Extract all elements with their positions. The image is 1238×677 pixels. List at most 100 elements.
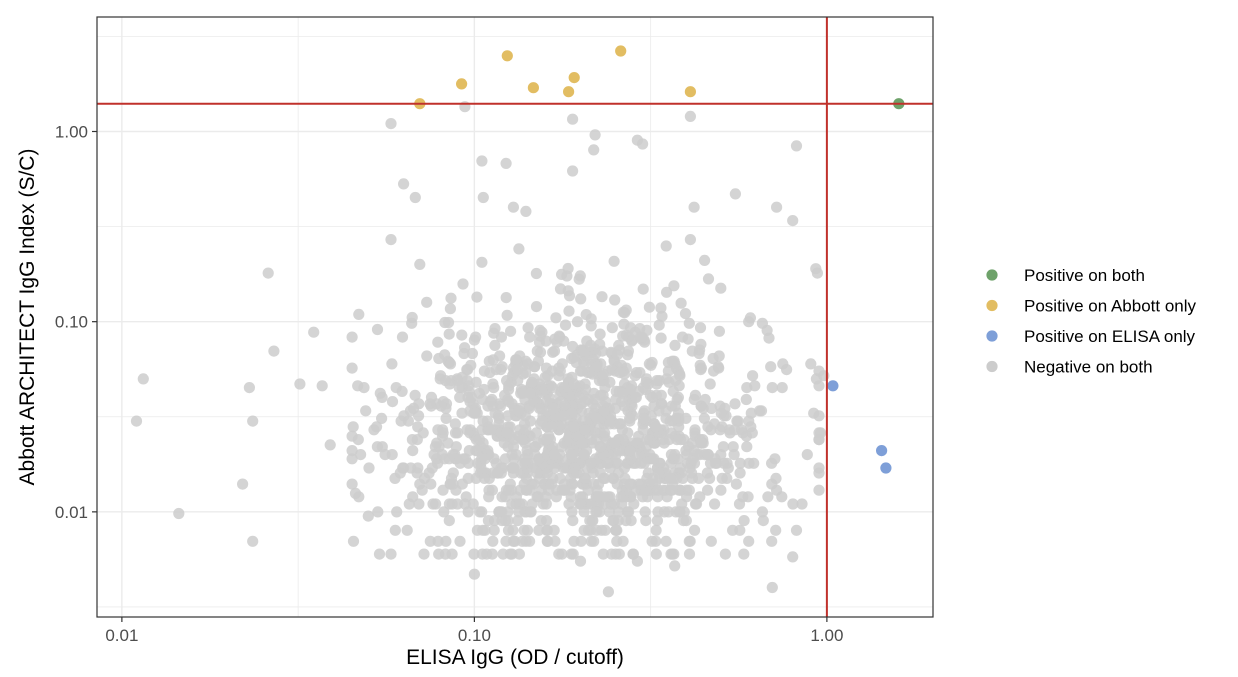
negative-on-both-point xyxy=(446,548,458,560)
negative-on-both-point xyxy=(652,506,664,518)
negative-on-both-point xyxy=(468,548,480,560)
negative-on-both-point xyxy=(610,548,622,560)
negative-on-both-point xyxy=(713,350,725,362)
negative-on-both-point xyxy=(579,472,592,484)
negative-on-both-point xyxy=(477,524,489,536)
negative-on-both-point xyxy=(487,354,499,366)
negative-on-both-point xyxy=(522,322,534,334)
negative-on-both-point xyxy=(756,506,769,518)
negative-on-both-point xyxy=(684,234,697,246)
negative-on-both-point xyxy=(591,524,603,536)
negative-on-both-point xyxy=(398,178,410,190)
negative-on-both-point xyxy=(447,478,459,490)
negative-on-both-point xyxy=(675,297,687,309)
negative-on-both-point xyxy=(811,267,824,279)
negative-on-both-point xyxy=(590,402,602,414)
negative-on-both-point xyxy=(702,484,714,496)
negative-on-both-point xyxy=(695,437,707,449)
negative-on-both-point xyxy=(699,254,711,266)
negative-on-both-point xyxy=(563,498,575,510)
negative-on-both-point xyxy=(737,491,749,503)
negative-on-both-point xyxy=(617,535,629,547)
negative-on-both-point xyxy=(540,335,552,347)
negative-on-both-point xyxy=(358,382,370,394)
negative-on-both-point xyxy=(591,412,603,424)
negative-on-both-point xyxy=(671,393,683,406)
positive-on-elisa-only-point xyxy=(876,445,888,457)
negative-on-both-point xyxy=(813,427,825,439)
negative-on-both-point xyxy=(674,484,686,496)
negative-on-both-point xyxy=(386,358,398,370)
negative-on-both-point xyxy=(655,302,667,314)
negative-on-both-point xyxy=(645,359,657,371)
negative-on-both-point xyxy=(500,292,512,304)
negative-on-both-point xyxy=(536,415,548,427)
negative-on-both-point xyxy=(371,421,383,433)
negative-on-both-point xyxy=(653,319,665,331)
negative-on-both-point xyxy=(494,506,506,518)
negative-on-both-point xyxy=(562,285,574,297)
negative-on-both-point xyxy=(541,434,553,446)
negative-on-both-point xyxy=(411,434,423,446)
negative-on-both-point xyxy=(407,445,419,457)
negative-on-both-point xyxy=(531,491,543,503)
negative-on-both-point xyxy=(440,412,452,424)
negative-on-both-point xyxy=(513,506,525,518)
negative-on-both-point xyxy=(579,424,591,436)
negative-on-both-point xyxy=(613,339,625,351)
negative-on-both-point xyxy=(741,441,753,453)
negative-on-both-point xyxy=(651,515,664,527)
negative-on-both-point xyxy=(666,484,678,496)
negative-on-both-point xyxy=(488,382,500,394)
negative-on-both-point xyxy=(637,412,649,424)
negative-on-both-point xyxy=(771,201,783,213)
negative-on-both-point xyxy=(408,402,420,414)
negative-on-both-point xyxy=(409,191,421,204)
negative-on-both-point xyxy=(640,515,652,527)
negative-on-both-point xyxy=(137,373,149,385)
negative-on-both-point xyxy=(579,378,591,390)
negative-on-both-legend-label: Negative on both xyxy=(1024,358,1153,377)
negative-on-both-point xyxy=(676,331,689,343)
negative-on-both-point xyxy=(704,378,716,390)
negative-on-both-point xyxy=(597,368,609,380)
negative-on-both-point xyxy=(347,535,360,547)
negative-on-both-point xyxy=(363,462,375,474)
negative-on-both-point xyxy=(308,326,320,338)
negative-on-both-point xyxy=(765,361,777,373)
negative-on-both-point xyxy=(478,383,490,396)
negative-on-both-point xyxy=(468,568,480,580)
negative-on-both-point xyxy=(349,487,362,499)
negative-on-both-point xyxy=(588,535,600,547)
negative-on-both-point xyxy=(626,335,638,347)
negative-on-both-series xyxy=(130,101,830,598)
negative-on-both-point xyxy=(506,398,518,410)
negative-on-both-point xyxy=(463,445,475,457)
negative-on-both-point xyxy=(594,328,606,340)
negative-on-both-point xyxy=(627,548,640,560)
negative-on-both-point xyxy=(432,535,444,547)
negative-on-both-point xyxy=(805,358,817,370)
negative-on-both-point xyxy=(763,332,775,344)
negative-on-both-point xyxy=(444,378,456,390)
negative-on-both-point xyxy=(673,421,685,433)
negative-on-both-point xyxy=(787,498,799,510)
negative-on-both-point xyxy=(665,427,677,439)
negative-on-both-point xyxy=(456,478,468,490)
negative-on-both-point xyxy=(554,421,566,433)
negative-on-both-point xyxy=(567,165,579,177)
x-axis-title: ELISA IgG (OD / cutoff) xyxy=(406,646,624,669)
negative-on-both-point xyxy=(652,467,665,479)
negative-on-both-point xyxy=(355,449,367,461)
negative-on-both-point xyxy=(432,457,444,469)
negative-on-both-point xyxy=(674,370,686,382)
negative-on-both-point xyxy=(690,498,703,510)
negative-on-both-point xyxy=(738,515,750,527)
negative-on-both-point xyxy=(555,396,567,408)
negative-on-both-point xyxy=(743,535,755,547)
negative-on-both-point xyxy=(500,157,512,169)
negative-on-both-point xyxy=(459,342,471,354)
negative-on-both-point xyxy=(634,323,646,335)
negative-on-both-point xyxy=(567,113,579,125)
